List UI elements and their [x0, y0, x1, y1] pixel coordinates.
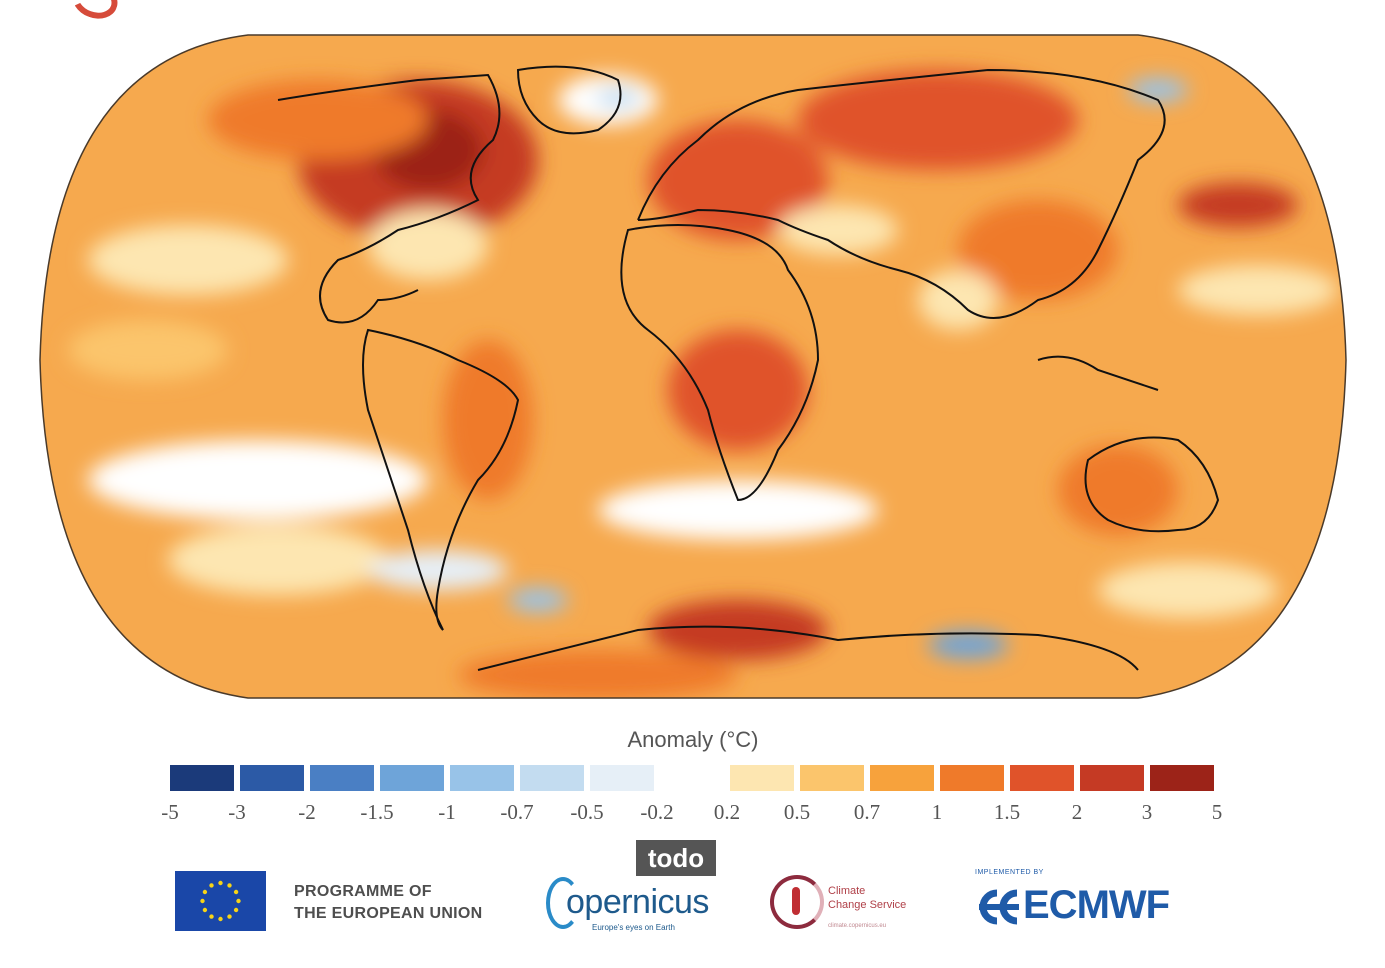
footer-logos: PROGRAMME OF THE EUROPEAN UNION todo ope… — [0, 835, 1385, 955]
eu-star-icon — [218, 880, 223, 886]
legend-swatch — [870, 765, 934, 791]
legend-tick-label: -0.7 — [500, 800, 534, 824]
south-america-coast — [362, 328, 520, 631]
north-america-coast — [277, 73, 501, 324]
c3s-url: climate.copernicus.eu — [828, 923, 887, 929]
legend-tick-label: 2 — [1071, 800, 1083, 824]
legend-swatch — [240, 765, 304, 791]
eu-flag-icon — [175, 871, 266, 931]
legend-tick-label: -2 — [298, 800, 316, 824]
legend-swatch — [1150, 765, 1214, 791]
legend-swatch — [450, 765, 514, 791]
eu-star-icon — [233, 889, 239, 895]
map-fill — [40, 35, 1346, 698]
legend-tick-label: -0.5 — [570, 800, 604, 824]
world-map-svg — [39, 34, 1347, 699]
eu-star-icon — [227, 883, 232, 888]
legend-swatch — [590, 765, 654, 791]
ecmwf-implemented-label: IMPLEMENTED BY — [975, 869, 1044, 876]
legend-title: Anomaly (°C) — [627, 727, 759, 752]
c3s-label: Climate Change Service — [828, 884, 906, 912]
copernicus-c-icon — [546, 877, 580, 929]
legend-tick-label: -3 — [228, 800, 246, 824]
eu-star-icon — [202, 907, 208, 913]
indonesia-coast — [1037, 355, 1159, 391]
legend-tick-label: 1.5 — [993, 800, 1021, 824]
legend-swatch — [1010, 765, 1074, 791]
legend-tick-label: -1.5 — [360, 800, 394, 824]
ecmwf-mark-icon — [979, 889, 1019, 925]
eu-star-icon — [218, 916, 223, 922]
copernicus-wordmark: opernicus — [566, 883, 709, 921]
ecmwf-wordmark: ECMWF — [1023, 883, 1170, 927]
legend-tick-label: -1 — [438, 800, 456, 824]
map-frame — [39, 34, 1347, 699]
copernicus-logo: opernicus Europe's eyes on Earth — [546, 877, 731, 937]
legend-swatch — [520, 765, 584, 791]
programme-line2: THE EUROPEAN UNION — [294, 905, 483, 922]
legend-tick-label: 3 — [1141, 800, 1153, 824]
c3s-line2: Change Service — [828, 899, 907, 911]
legend-swatch — [170, 765, 234, 791]
legend-swatch — [310, 765, 374, 791]
coastlines — [277, 65, 1220, 671]
thermometer-icon — [792, 887, 800, 915]
legend-tick-label: 0.5 — [783, 800, 811, 824]
eu-star-icon — [236, 898, 241, 904]
legend-colorbar — [170, 765, 1220, 795]
legend-tick-label: 0.2 — [713, 800, 741, 824]
greenland-coast — [516, 65, 622, 135]
legend-swatch — [730, 765, 794, 791]
eu-star-icon — [227, 914, 232, 919]
legend-swatch — [660, 765, 724, 791]
c3s-logo: Climate Change Service climate.copernicu… — [770, 875, 940, 935]
legend-swatch — [800, 765, 864, 791]
eu-star-icon — [209, 883, 214, 888]
legend-swatch — [380, 765, 444, 791]
todo-badge: todo — [636, 840, 716, 876]
legend-swatch — [940, 765, 1004, 791]
eu-stars — [200, 880, 241, 922]
programme-label: PROGRAMME OF THE EUROPEAN UNION — [294, 881, 483, 925]
legend-tick-label: 0.7 — [853, 800, 881, 824]
ecmwf-logo: IMPLEMENTED BY ECMWF — [975, 869, 1225, 933]
legend-tick-label: -5 — [161, 800, 179, 824]
africa-coast — [620, 224, 820, 502]
programme-line1: PROGRAMME OF — [294, 883, 432, 900]
legend-tick-label: -0.2 — [640, 800, 674, 824]
australia-coast — [1084, 436, 1220, 533]
eurasia-coast — [637, 68, 1166, 319]
legend-tick-label: 1 — [931, 800, 943, 824]
eu-star-icon — [233, 907, 239, 913]
copernicus-tagline: Europe's eyes on Earth — [592, 923, 675, 932]
antarctica-coast — [477, 625, 1139, 671]
eu-star-icon — [209, 914, 214, 919]
c3s-ring-icon — [770, 875, 824, 929]
legend-tick-label: 5 — [1211, 800, 1223, 824]
eu-star-icon — [200, 898, 205, 904]
logo-fragment — [67, 0, 123, 25]
anomaly-field — [68, 70, 1338, 698]
c3s-line1: Climate — [828, 885, 866, 897]
legend-swatch — [1080, 765, 1144, 791]
anomaly-map — [38, 30, 1348, 703]
eu-star-icon — [202, 889, 208, 895]
